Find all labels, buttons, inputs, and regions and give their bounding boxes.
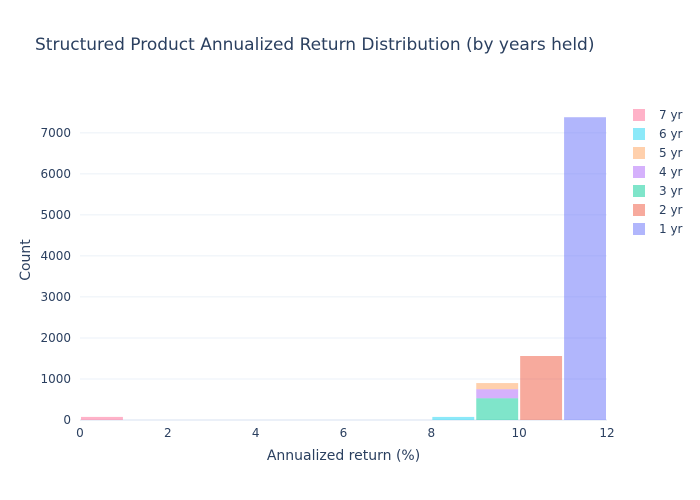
y-tick-label: 5000 xyxy=(40,208,71,222)
x-tick-label: 0 xyxy=(76,426,84,440)
legend-label: 6 yr xyxy=(659,127,683,141)
legend-label: 5 yr xyxy=(659,146,683,160)
bar-6-yr xyxy=(432,416,475,420)
legend-swatch xyxy=(633,166,645,178)
legend-swatch xyxy=(633,147,645,159)
legend-swatch xyxy=(633,128,645,140)
x-tick-label: 12 xyxy=(599,426,614,440)
y-axis-title: Count xyxy=(18,239,34,281)
chart-title: Structured Product Annualized Return Dis… xyxy=(35,35,594,55)
x-axis-ticks: 0 2 4 6 8 10 12 xyxy=(76,426,614,440)
y-tick-label: 1000 xyxy=(40,372,71,386)
y-tick-label: 6000 xyxy=(40,167,71,181)
x-tick-label: 2 xyxy=(164,426,172,440)
legend-swatch xyxy=(633,223,645,235)
x-axis-title: Annualized return (%) xyxy=(267,448,420,464)
bars xyxy=(81,117,606,420)
y-tick-label: 4000 xyxy=(40,249,71,263)
legend-label: 7 yr xyxy=(659,108,683,122)
legend-label: 2 yr xyxy=(659,203,683,217)
legend-label: 1 yr xyxy=(659,222,683,236)
y-tick-label: 0 xyxy=(63,413,71,427)
legend-swatch xyxy=(633,109,645,121)
bar-3-yr xyxy=(476,398,519,420)
gridlines xyxy=(80,132,607,421)
bar-7-yr xyxy=(81,416,123,420)
y-tick-label: 7000 xyxy=(40,126,71,140)
y-tick-label: 2000 xyxy=(40,331,71,345)
legend-label: 4 yr xyxy=(659,165,683,179)
bar-1-yr xyxy=(564,117,606,420)
legend-swatch xyxy=(633,185,645,197)
bar-5-yr xyxy=(476,383,519,390)
legend-label: 3 yr xyxy=(659,184,683,198)
bar-2-yr xyxy=(520,356,563,420)
y-axis-ticks: 0 1000 2000 3000 4000 5000 6000 7000 xyxy=(40,126,71,427)
x-tick-label: 8 xyxy=(428,426,436,440)
legend: 7 yr 6 yr 5 yr 4 yr 3 yr 2 yr 1 yr xyxy=(633,108,683,236)
x-tick-label: 4 xyxy=(252,426,260,440)
bar-4-yr xyxy=(476,389,519,399)
y-tick-label: 3000 xyxy=(40,290,71,304)
x-tick-label: 10 xyxy=(512,426,527,440)
legend-swatch xyxy=(633,204,645,216)
x-tick-label: 6 xyxy=(340,426,348,440)
